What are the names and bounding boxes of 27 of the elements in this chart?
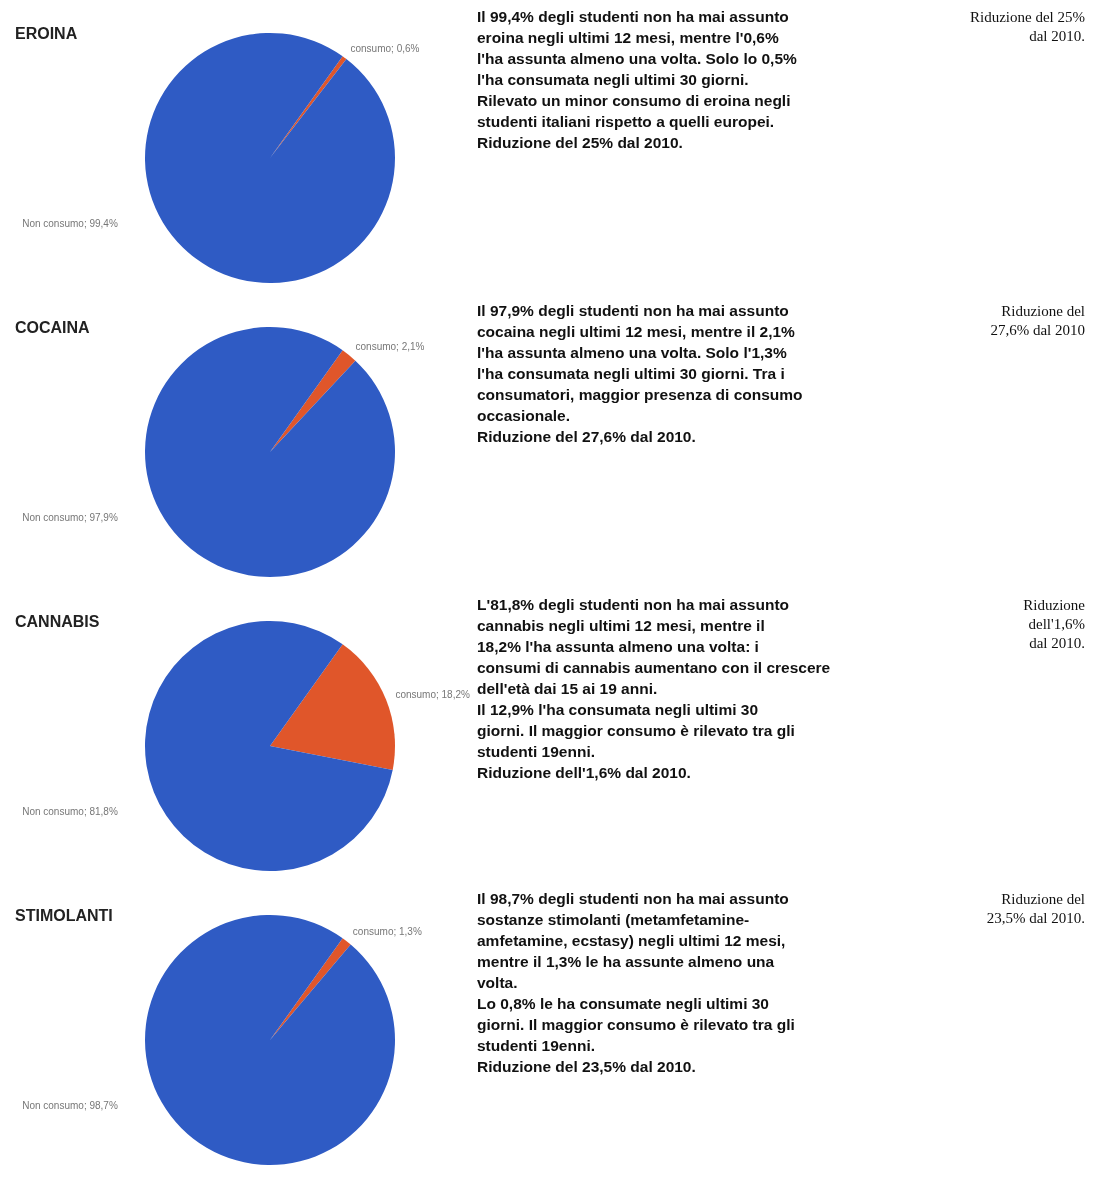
chart-title: CANNABIS (15, 613, 100, 630)
text: Riduzione del 23,5% dal 2010. (986, 891, 1085, 926)
slice-label: Non consumo; 98,7% (22, 1100, 118, 1111)
text: Il 97,9% degli studenti non ha mai assunto cocaina negli ultimi 12 mesi, mentre il 2,1% l'ha assunta almeno una volta. Solo l'1,3% l'ha consumata negli ultimi 30 giorni. Tra i consumatori, maggior presenza di consumo occasionale. Riduzione del 27,6% dal 2010. (477, 302, 803, 445)
pie-slice (270, 644, 395, 770)
pie-slice (145, 33, 395, 283)
text: Riduzione del 25% dal 2010. (970, 9, 1085, 44)
chart-title: COCAINA (15, 319, 91, 336)
pie-slice (270, 938, 351, 1040)
slice-label: consumo; 1,3% (352, 926, 422, 938)
slice-label: consumo; 2,1% (355, 340, 425, 352)
pie-slice (145, 621, 393, 871)
pie-slice (270, 56, 347, 158)
chart-title: EROINA (15, 25, 78, 42)
slice-label: consumo; 18,2% (395, 689, 471, 701)
text: Il 99,4% degli studenti non ha mai assunto eroina negli ultimi 12 mesi, mentre l'0,6% l'ha assunta almeno una volta. Solo lo 0,5% l'ha consumata negli ultimi 30 giorni. Rilevato un minor consumo di eroina negli studenti italiani rispetto a quelli europei. Riduzione del 25% dal 2010. (477, 8, 798, 151)
text: Riduzione del 27,6% dal 2010 (990, 303, 1085, 338)
slice-label: Non consumo; 97,9% (22, 512, 118, 523)
pie-slice (270, 350, 356, 452)
text: L'81,8% degli studenti non ha mai assunto cannabis negli ultimi 12 mesi, mentre il 18,2% l'ha assunta almeno una volta: i consumi di cannabis aumentano con il crescere dell'età dai 15 ai 19 anni. Il 12,9% l'ha consumata negli ultimi 30 giorni. Il maggior consumo è rilevato tra gli studenti 19enni. Riduzione dell'1,6% dal 2010. (477, 596, 831, 781)
slice-label: consumo; 0,6% (350, 42, 420, 54)
text: Riduzione dell'1,6% dal 2010. (1023, 597, 1086, 651)
slice-label: Non consumo; 99,4% (22, 218, 118, 229)
slice-label: Non consumo; 81,8% (22, 806, 118, 817)
pie-slice (145, 915, 395, 1165)
text: Il 98,7% degli studenti non ha mai assunto sostanze stimolanti (metamfetamine-amfetamine, ecstasy) negli ultimi 12 mesi, mentre il 1,3% le ha assunte almeno una volta. Lo 0,8% le ha consumate negli ultimi 30 giorni. Il maggior consumo è rilevato tra gli studenti 19enni. Riduzione del 23,5% dal 2010. (477, 890, 795, 1075)
chart-title: STIMOLANTI (15, 907, 113, 924)
